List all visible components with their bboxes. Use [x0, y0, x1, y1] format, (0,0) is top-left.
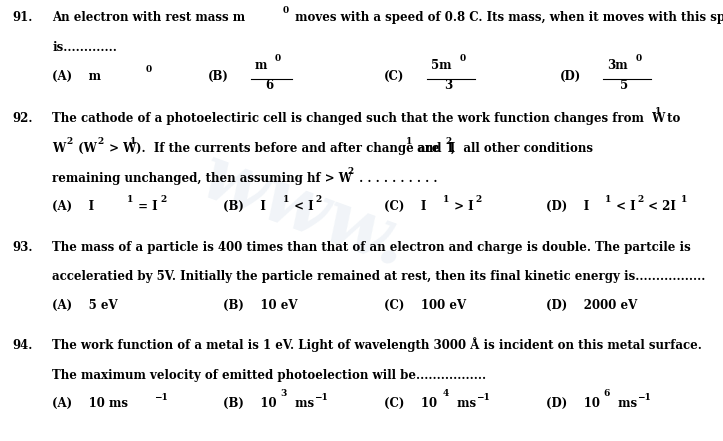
- Text: 1: 1: [655, 107, 661, 116]
- Text: An electron with rest mass m: An electron with rest mass m: [53, 11, 246, 24]
- Text: 2: 2: [445, 137, 451, 146]
- Text: = I: = I: [134, 200, 158, 213]
- Text: −1: −1: [155, 392, 168, 402]
- Text: The cathode of a photoelectiric cell is changed such that the work function chan: The cathode of a photoelectiric cell is …: [53, 112, 666, 125]
- Text: is.............: is.............: [53, 41, 117, 53]
- Text: moves with a speed of 0.8 C. Its mass, when it moves with this speed: moves with a speed of 0.8 C. Its mass, w…: [291, 11, 723, 24]
- Text: −1: −1: [314, 392, 328, 402]
- Text: −1: −1: [637, 392, 651, 402]
- Text: ,  all other conditions: , all other conditions: [451, 142, 593, 155]
- Text: < I: < I: [290, 200, 314, 213]
- Text: 0: 0: [282, 6, 288, 15]
- Text: 1: 1: [406, 137, 412, 146]
- Text: m: m: [255, 59, 268, 72]
- Text: 5: 5: [620, 79, 628, 92]
- Text: 1: 1: [605, 195, 612, 204]
- Text: 2: 2: [475, 195, 482, 204]
- Text: 0: 0: [275, 54, 281, 63]
- Text: (D)    10: (D) 10: [546, 397, 599, 411]
- Text: 91.: 91.: [12, 11, 33, 24]
- Text: ms: ms: [453, 397, 476, 411]
- Text: remaining unchanged, then assuming hf > W: remaining unchanged, then assuming hf > …: [53, 172, 352, 185]
- Text: 2: 2: [67, 137, 73, 146]
- Text: The mass of a particle is 400 times than that of an electron and charge is doubl: The mass of a particle is 400 times than…: [53, 241, 691, 254]
- Text: (C)    100 eV: (C) 100 eV: [384, 299, 466, 312]
- Text: > W: > W: [105, 142, 136, 155]
- Text: (W: (W: [74, 142, 97, 155]
- Text: 2: 2: [638, 195, 643, 204]
- Text: 93.: 93.: [12, 241, 33, 254]
- Text: 1: 1: [127, 195, 134, 204]
- Text: (B): (B): [208, 71, 229, 83]
- Text: (C)    I: (C) I: [384, 200, 427, 213]
- Text: (A)    5 eV: (A) 5 eV: [53, 299, 118, 312]
- Text: < I: < I: [612, 200, 636, 213]
- Text: The maximum velocity of emitted photoelection will be.................: The maximum velocity of emitted photoele…: [53, 369, 487, 382]
- Text: ).  If the currents before and after change are  I: ). If the currents before and after chan…: [136, 142, 453, 155]
- Text: (A)    m: (A) m: [53, 71, 101, 83]
- Text: 1: 1: [130, 137, 137, 146]
- Text: < 2I: < 2I: [644, 200, 676, 213]
- Text: 2: 2: [160, 195, 166, 204]
- Text: ms: ms: [291, 397, 314, 411]
- Text: 2: 2: [348, 167, 354, 176]
- Text: 92.: 92.: [12, 112, 33, 125]
- Text: 0: 0: [460, 54, 466, 63]
- Text: (D)    I: (D) I: [546, 200, 589, 213]
- Text: 1: 1: [443, 195, 450, 204]
- Text: −1: −1: [476, 392, 490, 402]
- Text: (A)    10 ms: (A) 10 ms: [53, 397, 129, 411]
- Text: (D)    2000 eV: (D) 2000 eV: [546, 299, 637, 312]
- Text: www.: www.: [191, 140, 419, 284]
- Text: 6: 6: [604, 389, 610, 399]
- Text: (B)    10: (B) 10: [223, 397, 276, 411]
- Text: (C)    10: (C) 10: [384, 397, 437, 411]
- Text: 1: 1: [283, 195, 289, 204]
- Text: The work function of a metal is 1 eV. Light of wavelength 3000 Å is incident on : The work function of a metal is 1 eV. Li…: [53, 337, 702, 352]
- Text: 2: 2: [98, 137, 104, 146]
- Text: 5m: 5m: [431, 59, 451, 72]
- Text: 3m: 3m: [607, 59, 628, 72]
- Text: 1: 1: [681, 195, 688, 204]
- Text: to: to: [663, 112, 680, 125]
- Text: 94.: 94.: [12, 339, 33, 352]
- Text: 4: 4: [443, 389, 449, 399]
- Text: acceleratied by 5V. Initially the particle remained at rest, then its final kine: acceleratied by 5V. Initially the partic…: [53, 270, 706, 284]
- Text: > I: > I: [450, 200, 474, 213]
- Text: . . . . . . . . . .: . . . . . . . . . .: [355, 172, 437, 185]
- Text: 6: 6: [265, 79, 274, 92]
- Text: W: W: [53, 142, 66, 155]
- Text: 0: 0: [636, 54, 641, 63]
- Text: 0: 0: [146, 65, 152, 75]
- Text: (D): (D): [560, 71, 581, 83]
- Text: (C): (C): [384, 71, 404, 83]
- Text: 2: 2: [315, 195, 322, 204]
- Text: and  I: and I: [413, 142, 455, 155]
- Text: (B)    I: (B) I: [223, 200, 265, 213]
- Text: (B)    10 eV: (B) 10 eV: [223, 299, 297, 312]
- Text: (A)    I: (A) I: [53, 200, 95, 213]
- Text: 3: 3: [444, 79, 452, 92]
- Text: ms: ms: [614, 397, 637, 411]
- Text: 3: 3: [281, 389, 287, 399]
